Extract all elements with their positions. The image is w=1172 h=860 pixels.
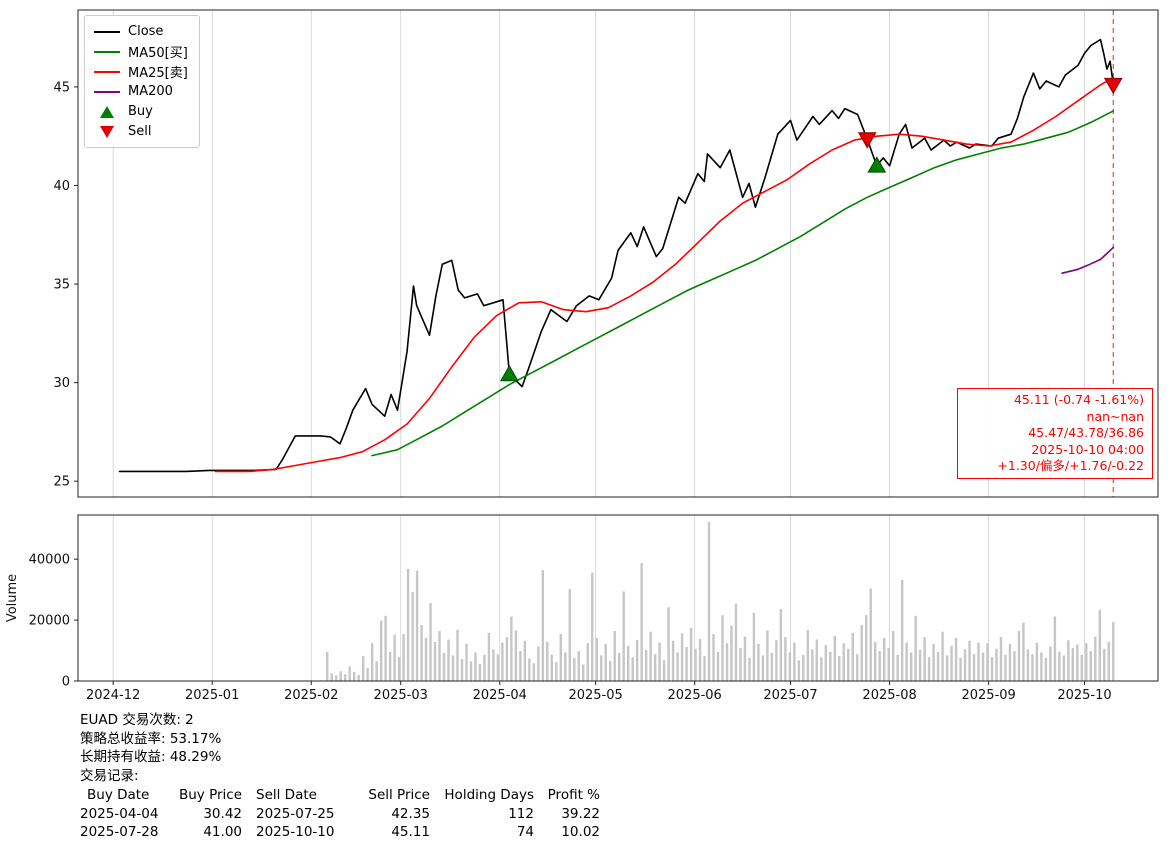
legend-item: MA50[买] [94,43,188,61]
quote-annotation-box: 45.11 (-0.74 -1.61%) nan~nan 45.47/43.78… [957,388,1153,479]
svg-text:45: 45 [53,80,70,95]
svg-text:2025-09: 2025-09 [961,688,1015,700]
svg-text:40: 40 [53,179,70,194]
svg-text:Volume: Volume [5,574,20,622]
annotation-price-change: 45.11 (-0.74 -1.61%) [1013,392,1144,407]
legend-label: Close [128,24,164,39]
sell-triangle-icon [94,125,120,138]
annotation-range: nan~nan [1086,408,1144,424]
cell-sell-date: 2025-10-10 [256,824,335,840]
legend-label: MA50[买] [128,46,188,61]
legend-label: Buy [128,104,153,119]
svg-text:2025-03: 2025-03 [374,688,428,700]
col-profit: Profit % [547,787,600,803]
svg-text:30: 30 [53,376,70,391]
cell-holding-days: 74 [516,824,534,840]
cell-buy-price: 30.42 [203,805,242,822]
annotation-timestamp: 2025-10-10 04:00 [1031,441,1144,457]
strategy-return-line: 策略总收益率: 53.17% [80,730,222,747]
svg-text:2025-02: 2025-02 [284,688,338,700]
trade-table-header: Buy Date Buy Price Sell Date Sell Price … [80,786,600,805]
legend-line-swatch [94,90,120,93]
trade-row: 2025-07-28 41.00 2025-10-10 45.11 74 10.… [80,823,600,842]
trade-row: 2025-04-04 30.42 2025-07-25 42.35 112 39… [80,805,600,824]
cell-sell-price: 42.35 [391,805,430,822]
legend-item: MA200 [94,83,188,100]
cell-buy-date: 2025-07-28 [80,824,159,840]
col-sell-date: Sell Date [256,787,317,803]
trade-record-title: 交易记录: [80,767,139,784]
svg-text:2025-08: 2025-08 [862,688,916,700]
legend-line-swatch [94,70,120,73]
svg-text:35: 35 [53,278,70,293]
legend: Close MA50[买] MA25[卖] MA200 Buy Sell [84,15,200,148]
buy-triangle-icon [94,105,120,118]
col-sell-price: Sell Price [368,787,430,803]
legend-item: Buy [94,103,188,120]
legend-label: MA25[卖] [128,66,188,81]
svg-text:2025-07: 2025-07 [763,688,817,700]
hold-return-line: 长期持有收益: 48.29% [80,749,222,765]
svg-text:0: 0 [62,675,70,690]
legend-label: Sell [128,124,152,139]
col-buy-price: Buy Price [178,787,242,803]
cell-profit: 10.02 [561,824,600,840]
cell-buy-price: 41.00 [203,824,242,840]
annotation-ma-values: 45.47/43.78/36.86 [1028,425,1144,440]
legend-line-swatch [94,50,120,53]
trade-count-line: EUAD 交易次数: 2 [80,712,194,728]
price-volume-chart: 2024-12 2025-01 2025-02 2025-03 2025-04 2025-… [5,9,1159,700]
cell-profit: 39.22 [561,805,600,822]
svg-text:2025-06: 2025-06 [668,688,722,700]
svg-text:2025-01: 2025-01 [185,688,239,700]
col-holding-days: Holding Days [444,787,534,803]
svg-text:40000: 40000 [29,553,70,568]
strategy-summary: EUAD 交易次数: 2 策略总收益率: 53.17% 长期持有收益: 48.2… [80,711,600,842]
col-buy-date: Buy Date [87,787,150,803]
svg-text:2025-10: 2025-10 [1057,688,1111,700]
legend-item: MA25[卖] [94,63,188,81]
cell-holding-days: 112 [508,805,534,822]
cell-buy-date: 2025-04-04 [80,805,159,822]
svg-text:2025-04: 2025-04 [473,688,527,700]
legend-line-swatch [94,30,120,33]
trade-table: Buy Date Buy Price Sell Date Sell Price … [80,786,600,842]
legend-item: Close [94,23,188,40]
legend-label: MA200 [128,84,173,99]
cell-sell-price: 45.11 [391,824,430,840]
cell-sell-date: 2025-07-25 [256,805,335,822]
svg-text:25: 25 [53,475,70,490]
legend-item: Sell [94,123,188,140]
svg-text:20000: 20000 [29,614,70,629]
svg-text:2025-05: 2025-05 [568,688,622,700]
annotation-bias: +1.30/偏多/+1.76/-0.22 [997,458,1144,473]
svg-text:2024-12: 2024-12 [86,688,140,700]
